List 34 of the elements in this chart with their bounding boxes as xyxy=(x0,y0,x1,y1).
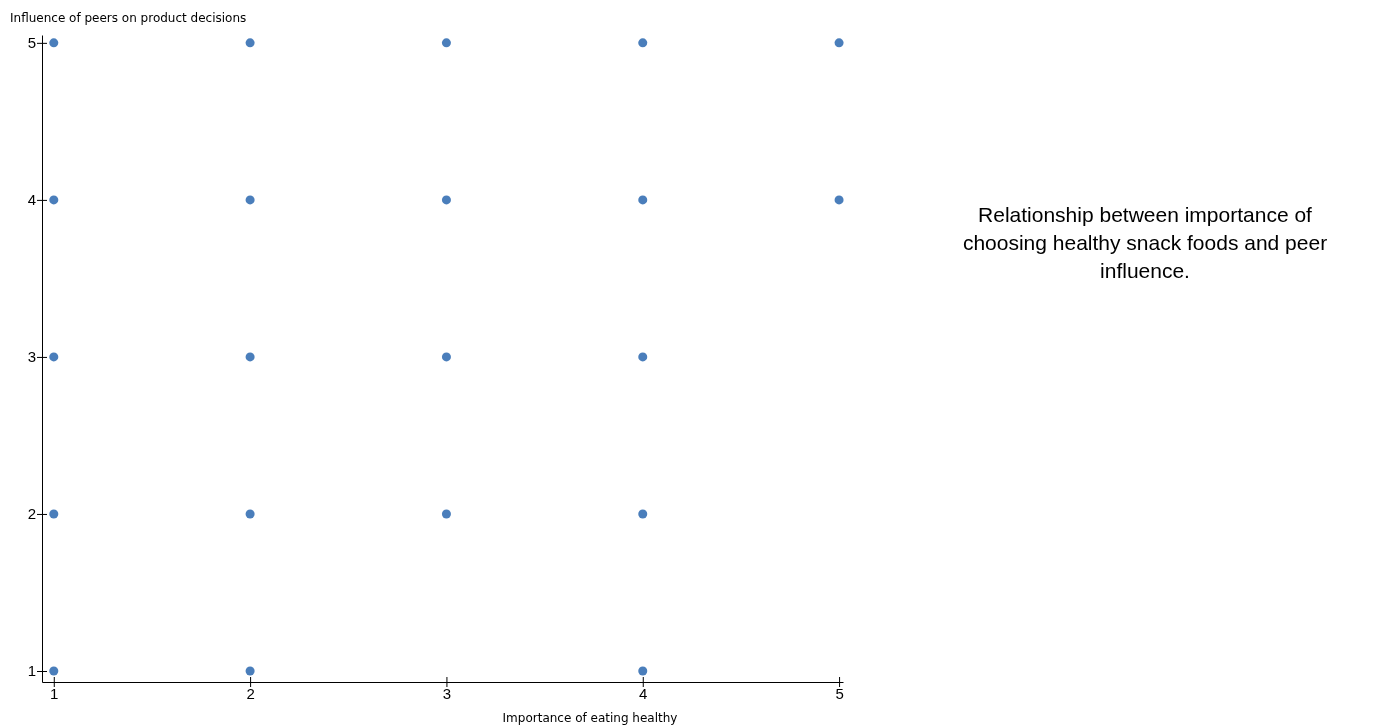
y-tick-label: 5 xyxy=(27,34,36,52)
text: Relationship between importance of choosing healthy snack foods and peer influence. xyxy=(962,203,1328,282)
point xyxy=(638,38,648,48)
point xyxy=(638,352,648,362)
x-tick-label: 3 xyxy=(442,684,452,702)
point xyxy=(638,195,648,205)
point xyxy=(245,352,255,362)
point xyxy=(245,509,255,519)
x-tick-label: 2 xyxy=(246,684,255,702)
x-tick-label: 5 xyxy=(835,684,844,702)
point xyxy=(245,195,255,205)
point xyxy=(834,195,844,205)
y-tick-label: 2 xyxy=(27,505,36,523)
point xyxy=(49,509,59,519)
x-tick-label: 1 xyxy=(50,684,59,702)
point xyxy=(441,509,451,519)
point xyxy=(49,352,59,362)
y-tick-label: 3 xyxy=(27,348,36,366)
point xyxy=(441,195,451,205)
point xyxy=(245,666,255,676)
x-axis-title: Importance of eating healthy xyxy=(502,711,678,725)
point xyxy=(441,38,451,48)
point xyxy=(245,38,255,48)
y-axis-title: Influence of peers on product decisions xyxy=(10,11,247,25)
point xyxy=(441,352,451,362)
point xyxy=(49,38,59,48)
x-tick-label: 4 xyxy=(639,684,648,702)
y-tick-label: 4 xyxy=(27,191,36,209)
point xyxy=(834,38,844,48)
point xyxy=(638,509,648,519)
point xyxy=(49,195,59,205)
point xyxy=(638,666,648,676)
point xyxy=(49,666,59,676)
y-tick-label: 1 xyxy=(27,662,36,680)
